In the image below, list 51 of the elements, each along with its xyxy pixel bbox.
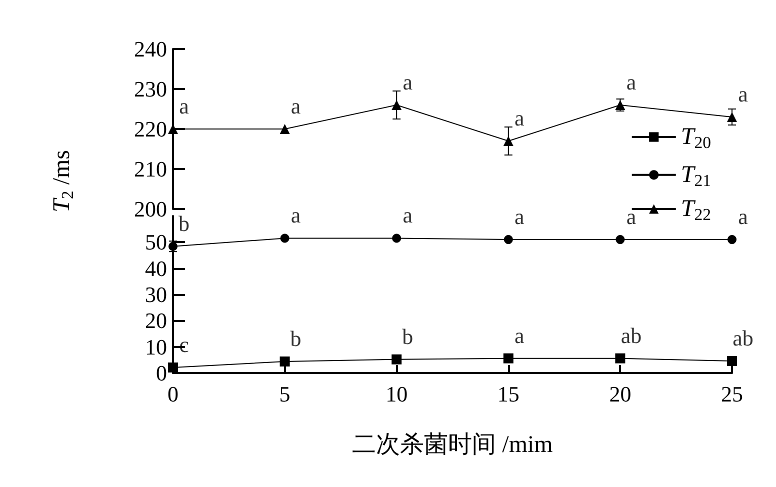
y-tick-label: 40 <box>145 256 167 281</box>
point <box>392 354 402 364</box>
x-tick-label: 20 <box>609 382 632 406</box>
x-tick-label: 10 <box>386 382 408 406</box>
point <box>392 234 402 243</box>
x-tick-label: 5 <box>279 382 290 406</box>
annotation: a <box>290 94 301 118</box>
y-tick-label: 0 <box>156 360 167 386</box>
annotation: a <box>514 322 525 348</box>
point <box>504 235 513 244</box>
point <box>392 100 402 110</box>
y-tick-label: 10 <box>145 334 167 360</box>
annotation: b <box>402 324 414 349</box>
annotation: a <box>626 70 636 94</box>
annotation: a <box>738 204 748 230</box>
annotation: a <box>402 202 413 228</box>
annotation: b <box>178 210 190 236</box>
point <box>727 112 737 122</box>
annotation: a <box>179 94 190 118</box>
x-tick-label: 25 <box>721 382 743 406</box>
annotation: a <box>514 204 525 230</box>
annotation: a <box>290 202 301 228</box>
point <box>727 356 737 366</box>
annotation: ab <box>620 322 642 348</box>
point <box>615 353 626 364</box>
x-axis-title: 二次杀菌时间 /mim <box>352 432 554 458</box>
y-tick-label: 230 <box>134 76 167 102</box>
point <box>168 242 178 251</box>
point <box>728 235 736 244</box>
y-tick-label: 50 <box>145 230 167 255</box>
annotation: a <box>514 106 525 130</box>
point <box>503 353 514 364</box>
x-tick-label: 15 <box>497 382 520 406</box>
y-tick-label: 200 <box>134 196 167 222</box>
point <box>503 136 514 146</box>
annotation: ab <box>732 325 754 350</box>
y-tick-label: 20 <box>145 308 167 334</box>
point <box>168 362 178 373</box>
y-axis-title: T2 /ms <box>49 150 77 212</box>
annotation: a <box>402 70 413 94</box>
annotation: a <box>738 82 748 106</box>
y-tick-label: 210 <box>134 156 167 182</box>
y-tick-label: 30 <box>145 282 167 307</box>
annotation: b <box>290 326 302 351</box>
point <box>280 124 290 134</box>
point <box>280 234 290 243</box>
y-tick-label: 220 <box>134 116 167 142</box>
y-tick-label: 240 <box>134 36 167 62</box>
point <box>280 356 290 366</box>
point <box>616 235 625 244</box>
annotation: a <box>626 204 636 230</box>
